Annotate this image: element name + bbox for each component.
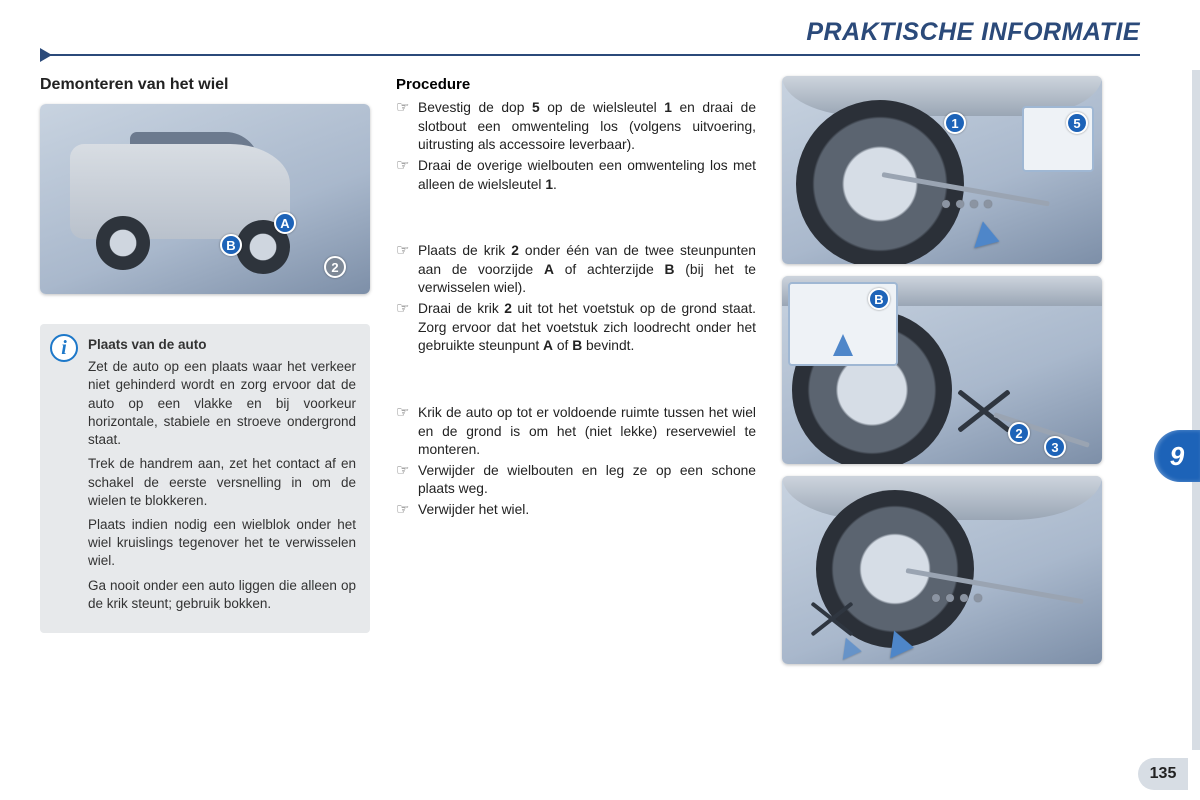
callout-A: A	[274, 212, 296, 234]
manual-page: PRAKTISCHE INFORMATIE Demonteren van het…	[0, 0, 1200, 800]
jack-shape	[808, 601, 856, 638]
pointer-icon: ☞	[396, 300, 418, 356]
procedure-text: Bevestig de dop 5 op de wielsleutel 1 en…	[418, 99, 756, 155]
callout-3: 3	[1044, 436, 1066, 458]
illustration-step-3	[782, 476, 1102, 664]
procedure-text: Plaats de krik 2 onder één van de twee s…	[418, 242, 756, 298]
left-title: Demonteren van het wiel	[40, 76, 370, 94]
pointer-icon: ☞	[396, 501, 418, 520]
procedure-item: ☞ Draai de overige wielbouten een omwent…	[396, 157, 756, 194]
procedure-item: ☞ Krik de auto op tot er voldoende ruimt…	[396, 404, 756, 460]
callout-1: 1	[944, 112, 966, 134]
header-rule	[40, 54, 1140, 56]
procedure-block-1: ☞ Bevestig de dop 5 op de wielsleutel 1 …	[396, 99, 756, 194]
illustration-car-overview: A B 2	[40, 104, 370, 294]
procedure-text: Krik de auto op tot er voldoende ruimte …	[418, 404, 756, 460]
info-p2: Trek de handrem aan, zet het contact af …	[88, 455, 356, 510]
callout-B: B	[220, 234, 242, 256]
procedure-item: ☞ Plaats de krik 2 onder één van de twee…	[396, 242, 756, 298]
chapter-tab: 9	[1154, 430, 1200, 482]
procedure-block-3: ☞ Krik de auto op tot er voldoende ruimt…	[396, 404, 756, 520]
procedure-item: ☞ Draai de krik 2 uit tot het voetstuk o…	[396, 300, 756, 356]
arrow-icon	[843, 638, 864, 663]
info-box: i Plaats van de auto Zet de auto op een …	[40, 324, 370, 633]
bolts	[942, 200, 992, 208]
inset-box: B	[788, 282, 898, 366]
callout-2: 2	[324, 256, 346, 278]
arrow-icon	[974, 221, 1004, 254]
pointer-icon: ☞	[396, 242, 418, 298]
bolts	[932, 594, 982, 602]
pointer-icon: ☞	[396, 404, 418, 460]
procedure-item: ☞ Verwijder de wielbouten en leg ze op e…	[396, 462, 756, 499]
pointer-icon: ☞	[396, 157, 418, 194]
jack-shape	[954, 388, 1014, 434]
procedure-block-2: ☞ Plaats de krik 2 onder één van de twee…	[396, 242, 756, 356]
procedure-text: Verwijder het wiel.	[418, 501, 756, 520]
info-p1: Zet de auto op een plaats waar het verke…	[88, 358, 356, 449]
callout-B: B	[868, 288, 890, 310]
procedure-item: ☞ Verwijder het wiel.	[396, 501, 756, 520]
pointer-icon: ☞	[396, 99, 418, 155]
info-p4: Ga nooit onder een auto liggen die allee…	[88, 577, 356, 613]
page-number: 135	[1138, 758, 1188, 790]
procedure-title: Procedure	[396, 76, 756, 93]
procedure-item: ☞ Bevestig de dop 5 op de wielsleutel 1 …	[396, 99, 756, 155]
info-title: Plaats van de auto	[88, 336, 356, 354]
left-column: Demonteren van het wiel A B 2 i Plaats v…	[40, 76, 370, 676]
illustration-step-2: B 2 3	[782, 276, 1102, 464]
content-columns: Demonteren van het wiel A B 2 i Plaats v…	[40, 76, 1140, 676]
pointer-icon: ☞	[396, 462, 418, 499]
side-strip	[1192, 70, 1200, 750]
inset-box: 5	[1022, 106, 1094, 172]
procedure-text: Draai de krik 2 uit tot het voetstuk op …	[418, 300, 756, 356]
info-p3: Plaats indien nodig een wielblok onder h…	[88, 516, 356, 571]
illustration-step-1: 5 1	[782, 76, 1102, 264]
right-column: 5 1 B 2 3	[782, 76, 1102, 676]
arrow-icon	[890, 631, 916, 662]
callout-2: 2	[1008, 422, 1030, 444]
page-header: PRAKTISCHE INFORMATIE	[806, 18, 1140, 47]
info-icon: i	[50, 334, 78, 362]
wheel-shape	[96, 216, 150, 270]
middle-column: Procedure ☞ Bevestig de dop 5 op de wiel…	[396, 76, 756, 676]
procedure-text: Verwijder de wielbouten en leg ze op een…	[418, 462, 756, 499]
callout-5: 5	[1066, 112, 1088, 134]
arrow-up-icon	[833, 334, 853, 356]
procedure-text: Draai de overige wielbouten een omwentel…	[418, 157, 756, 194]
